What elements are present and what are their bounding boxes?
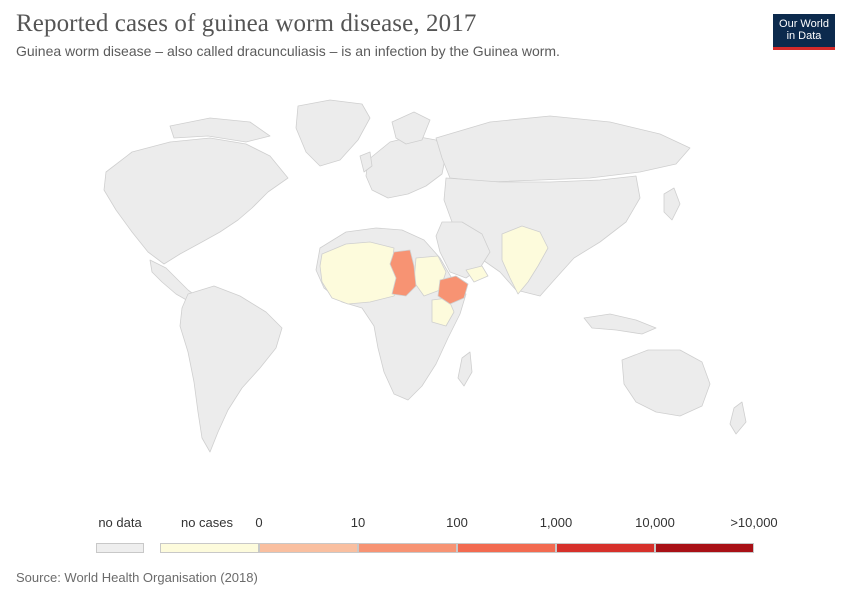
region-south-america	[179, 285, 283, 453]
legend-swatch-bin-1000-10000[interactable]	[556, 543, 655, 553]
region-canada-arctic	[169, 117, 271, 143]
legend-swatch-bin-100-1000[interactable]	[457, 543, 556, 553]
region-russia	[435, 115, 691, 183]
region-uk	[359, 151, 373, 173]
region-ethiopia	[437, 275, 469, 305]
region-chad	[389, 249, 417, 297]
legend-tick-4: 10,000	[635, 515, 675, 530]
legend-tick-0: 0	[255, 515, 263, 530]
region-north-america	[103, 137, 289, 265]
legend-tick-2: 100	[446, 515, 468, 530]
legend-tick-1: 10	[350, 515, 366, 530]
legend-swatch-no-data[interactable]	[96, 543, 144, 553]
logo-line-2: in Data	[786, 30, 822, 42]
owid-logo[interactable]: Our World in Data	[773, 14, 835, 50]
region-scandinavia	[391, 111, 431, 145]
region-europe	[365, 135, 447, 199]
world-map	[103, 99, 747, 453]
legend-tick-3: 1,000	[539, 515, 573, 530]
legend-swatch-bin-10-100[interactable]	[358, 543, 457, 553]
legend-swatch-bin-over-10000[interactable]	[655, 543, 754, 553]
legend-swatch-no-cases[interactable]	[160, 543, 259, 553]
legend-label-no-cases: no cases	[180, 515, 234, 530]
chart-subtitle: Guinea worm disease – also called dracun…	[16, 43, 560, 59]
region-new-zealand	[729, 401, 747, 435]
legend-label-no-data: no data	[98, 515, 142, 530]
chart-title: Reported cases of guinea worm disease, 2…	[16, 10, 477, 37]
region-west-africa-no-cases	[319, 241, 401, 305]
region-australia	[621, 349, 711, 417]
legend-tick-5: >10,000	[730, 515, 778, 530]
logo-line-1: Our World	[779, 18, 829, 30]
region-indonesia	[583, 313, 657, 335]
region-japan	[663, 187, 681, 221]
source-note: Source: World Health Organisation (2018)	[16, 570, 258, 585]
region-india-no-cases	[501, 225, 549, 295]
region-greenland	[295, 99, 371, 167]
region-madagascar	[457, 351, 473, 387]
legend-swatch-bin-0-10[interactable]	[259, 543, 358, 553]
region-yemen-no-cases	[465, 265, 489, 283]
